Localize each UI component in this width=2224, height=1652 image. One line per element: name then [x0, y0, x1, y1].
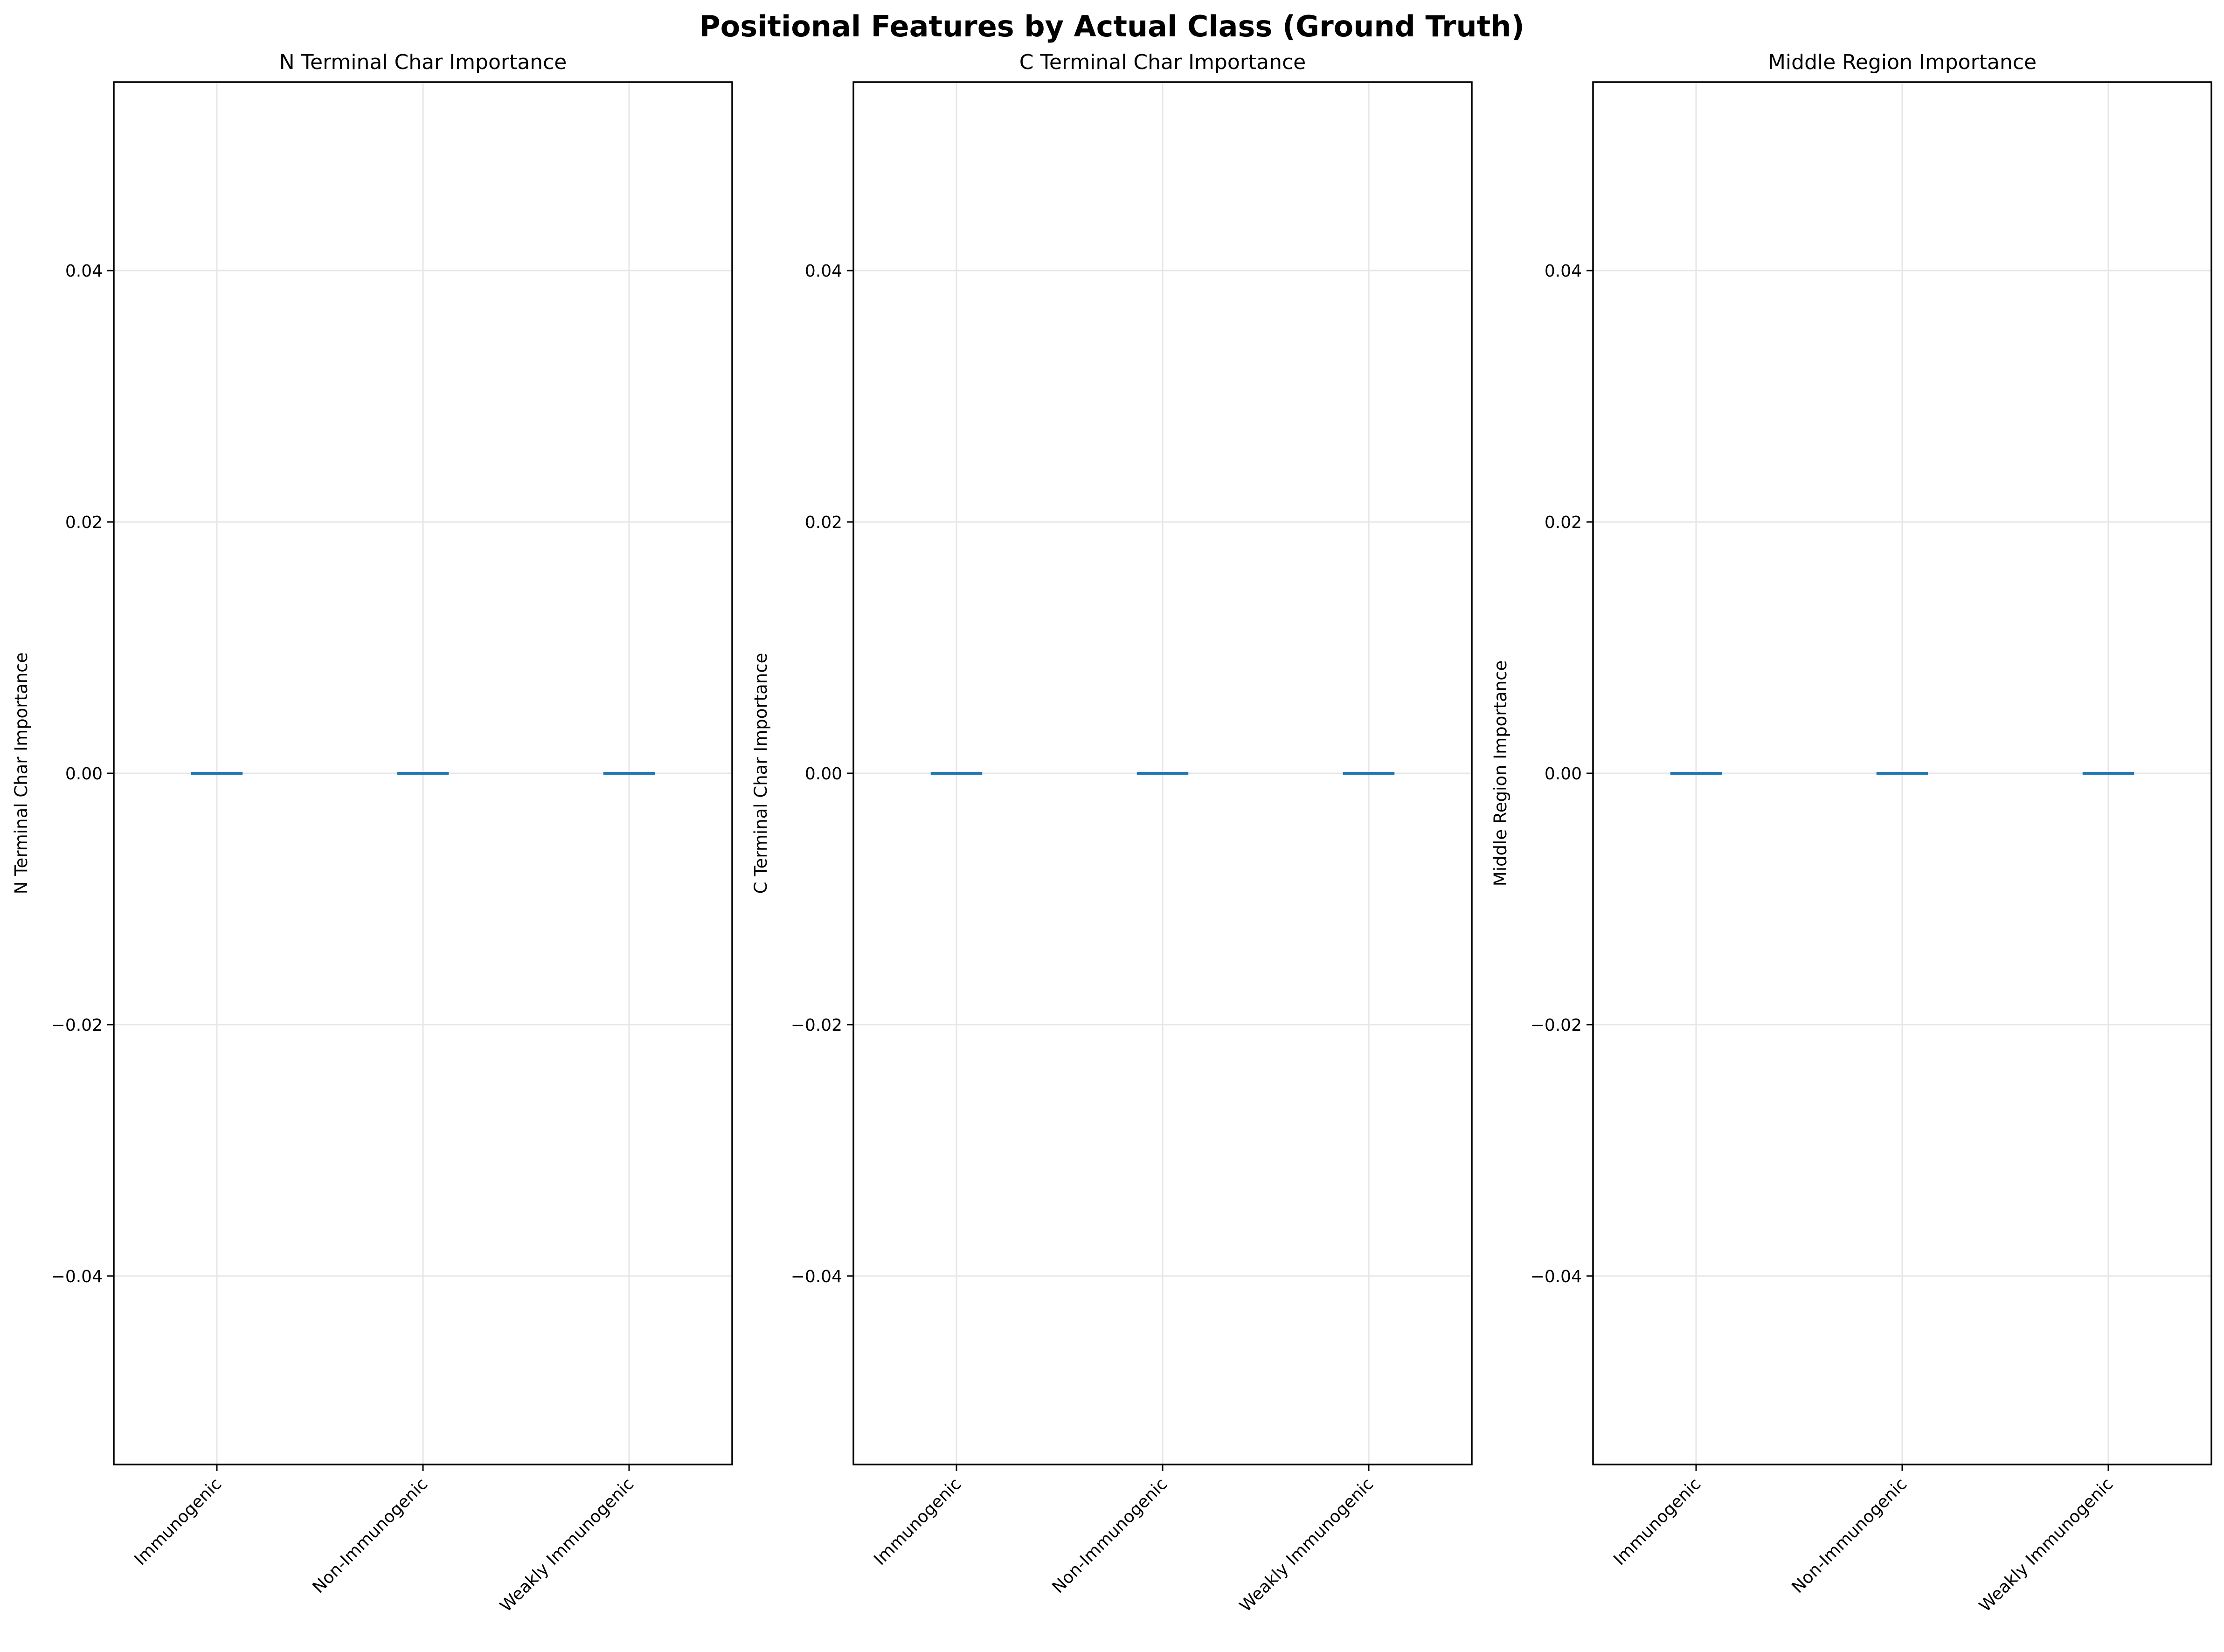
y-tick-label: 0.04: [1545, 262, 1582, 281]
y-tick-label: 0.02: [65, 513, 103, 532]
y-tick-label: −0.02: [1531, 1016, 1582, 1035]
subplot-title: C Terminal Char Importance: [1019, 50, 1306, 74]
y-tick-label: −0.04: [1531, 1267, 1582, 1286]
y-tick-label: 0.00: [1545, 764, 1582, 784]
y-tick-label: 0.02: [805, 513, 842, 532]
y-tick-label: −0.02: [791, 1016, 842, 1035]
y-tick-label: 0.02: [1545, 513, 1582, 532]
y-tick-label: −0.04: [791, 1267, 842, 1286]
y-tick-label: 0.00: [65, 764, 103, 784]
y-tick-label: 0.00: [805, 764, 842, 784]
y-tick-label: −0.02: [51, 1016, 103, 1035]
y-axis-label: Middle Region Importance: [1490, 660, 1510, 886]
subplot-title: Middle Region Importance: [1768, 50, 2037, 74]
subplot-title: N Terminal Char Importance: [279, 50, 567, 74]
y-tick-label: −0.04: [51, 1267, 103, 1286]
figure-title: Positional Features by Actual Class (Gro…: [699, 9, 1524, 43]
y-axis-label: C Terminal Char Importance: [751, 653, 771, 894]
y-axis-label: N Terminal Char Importance: [11, 652, 31, 895]
y-tick-label: 0.04: [65, 262, 103, 281]
y-tick-label: 0.04: [805, 262, 842, 281]
